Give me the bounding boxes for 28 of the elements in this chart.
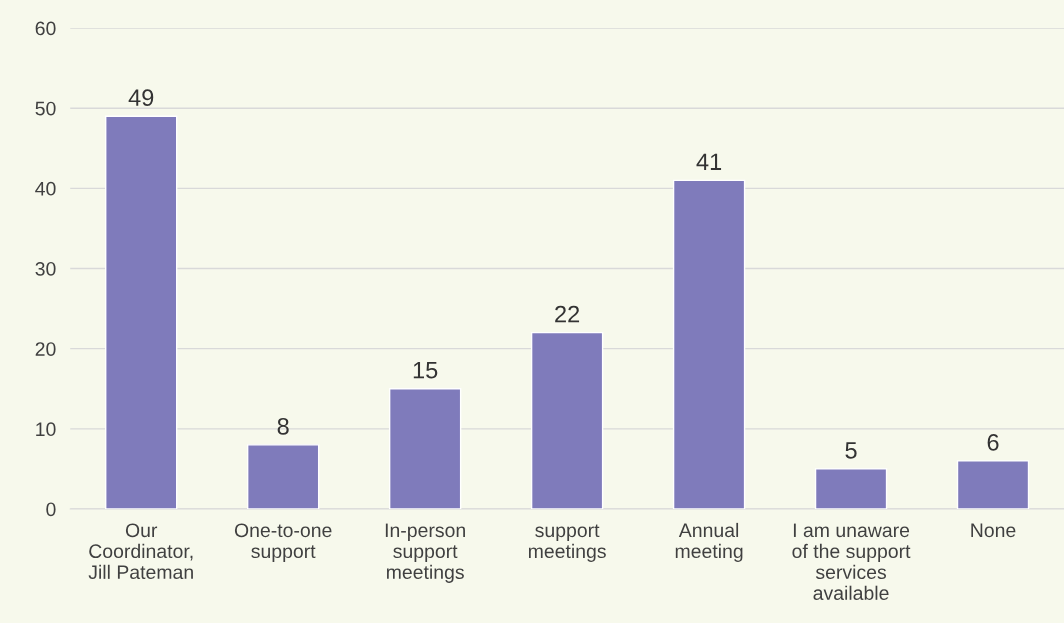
bar xyxy=(530,331,604,509)
x-tick-label: Annual meeting xyxy=(675,522,743,562)
y-tick-label: 0 xyxy=(46,502,56,517)
data-label: 15 xyxy=(413,362,438,379)
bar xyxy=(814,468,888,509)
data-label: 6 xyxy=(987,433,999,451)
y-tick-label: 30 xyxy=(35,261,56,276)
data-label: 49 xyxy=(128,89,154,106)
bar xyxy=(388,388,462,509)
x-tick-label: Our Coordinator, Jill Pateman xyxy=(88,523,193,580)
bar xyxy=(672,179,746,509)
x-tick-label: None xyxy=(971,523,1016,538)
y-tick-label: 50 xyxy=(35,101,56,116)
y-tick-label: 40 xyxy=(35,181,56,196)
x-tick-label: I am unaware of the support services available xyxy=(792,523,911,600)
data-label: 22 xyxy=(555,305,580,323)
bar xyxy=(246,444,320,509)
y-tick-label: 10 xyxy=(36,422,56,437)
data-label: 8 xyxy=(277,417,289,435)
x-tick-label: In-person support meetings xyxy=(385,523,465,583)
y-tick-label: 20 xyxy=(35,342,56,356)
bar xyxy=(105,115,178,509)
x-tick-label: support meetings xyxy=(528,524,606,562)
y-tick-label: 60 xyxy=(35,21,56,36)
x-tick-label: One-to-one support xyxy=(234,523,332,562)
data-label: 41 xyxy=(696,153,722,170)
bar xyxy=(956,460,1030,509)
data-label: 5 xyxy=(845,442,857,459)
